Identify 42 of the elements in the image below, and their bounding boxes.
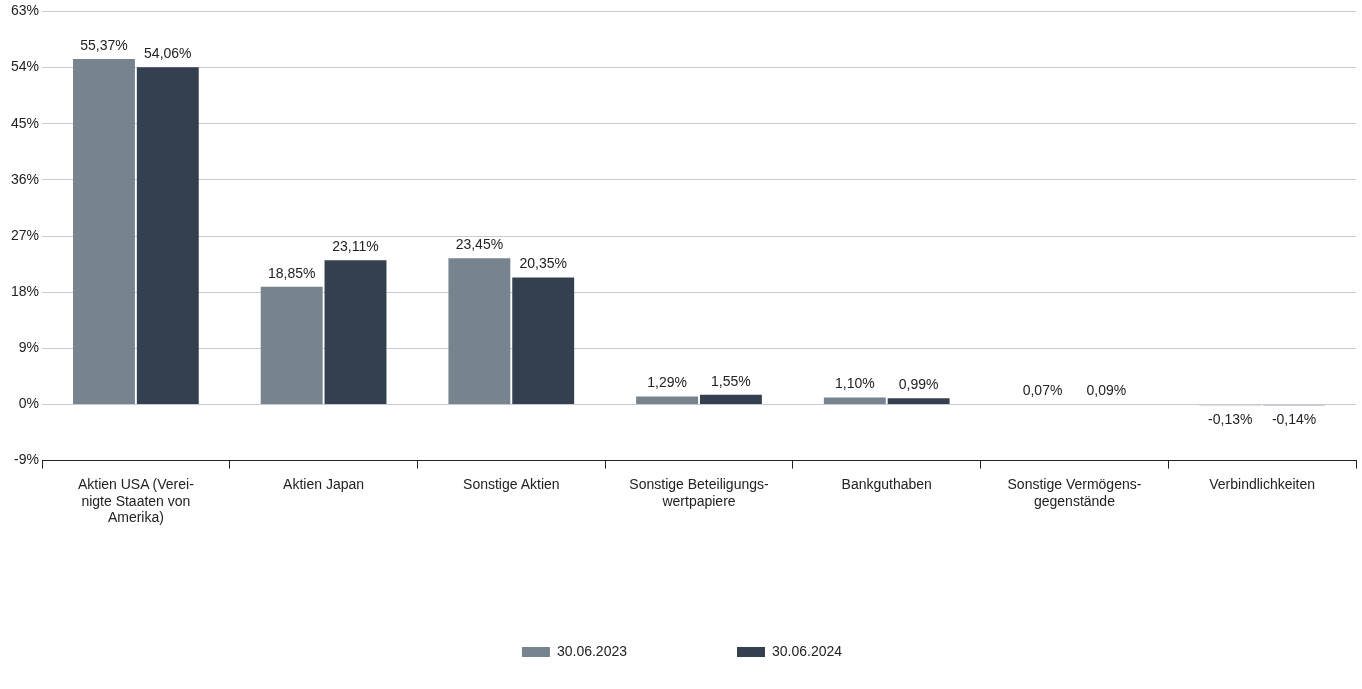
bar [699, 394, 762, 404]
bar [136, 67, 199, 404]
data-label: 0,07% [1022, 381, 1063, 398]
y-tick-label: 36% [10, 170, 40, 187]
y-tick-label: 18% [10, 283, 40, 300]
bar [823, 397, 886, 404]
bar [73, 59, 135, 404]
bar [448, 258, 511, 404]
x-tick-label: Aktien Japan [283, 475, 365, 492]
legend-label: 30.06.2023 [556, 642, 628, 659]
bar [636, 396, 699, 404]
bar [512, 277, 575, 404]
x-tick-label: Aktien USA (Verei- nigte Staaten von Amerika) [77, 475, 195, 526]
x-tick-label: Sonstige Aktien [463, 475, 560, 492]
data-label: 55,37% [80, 36, 128, 53]
y-tick-label: 54% [10, 58, 40, 75]
data-label: -0,13% [1208, 411, 1253, 428]
bar [324, 260, 387, 404]
y-tick-label: 27% [10, 226, 40, 243]
x-tick-label: Verbindlichkeiten [1209, 475, 1316, 492]
y-tick-label: 9% [18, 339, 40, 356]
y-tick-label: -9% [14, 451, 40, 468]
data-label: 23,11% [332, 238, 379, 255]
y-tick-label: 45% [10, 114, 40, 131]
bar [260, 286, 323, 404]
data-label: 18,85% [267, 264, 316, 281]
data-label: -0,14% [1271, 411, 1317, 428]
data-label: 1,55% [711, 372, 751, 389]
bar [887, 398, 950, 404]
data-label: 0,99% [898, 376, 939, 393]
x-tick-label: Sonstige Beteiligungs- wertpapiere [629, 475, 769, 509]
y-tick-label: 0% [18, 395, 40, 412]
data-label: 1,10% [834, 375, 875, 392]
legend-label: 30.06.2024 [772, 642, 843, 659]
data-label: 54,06% [144, 45, 192, 62]
x-tick-label: Bankguthaben [841, 475, 932, 492]
data-label: 20,35% [519, 255, 567, 272]
data-label: 23,45% [455, 236, 504, 253]
data-label: 0,09% [1086, 381, 1127, 398]
data-label: 1,29% [647, 374, 687, 391]
x-tick-label: Sonstige Vermögens- gegenstände [1007, 475, 1142, 509]
y-tick-label: 63% [10, 2, 40, 19]
